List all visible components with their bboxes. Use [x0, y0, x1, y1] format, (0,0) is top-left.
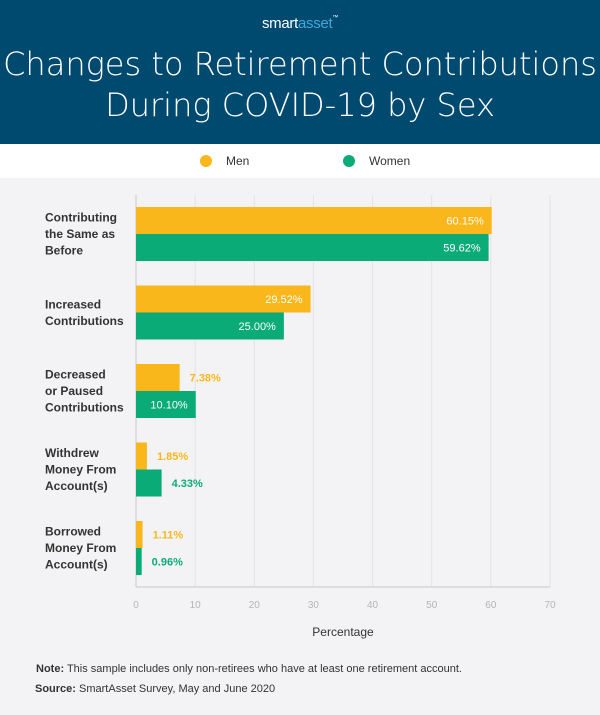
bar-women — [136, 548, 142, 575]
data-label-men: 7.38% — [190, 373, 221, 385]
data-label-men: 29.52% — [265, 294, 303, 306]
data-label-men: 60.15% — [446, 216, 484, 228]
logo-trademark: ™ — [332, 15, 339, 21]
legend-item-men: Men — [200, 154, 249, 168]
source-label: Source: — [35, 683, 76, 695]
category-label: Account(s) — [45, 558, 108, 572]
category-label: Account(s) — [45, 479, 108, 493]
bar-women — [136, 469, 162, 497]
data-label-women: 25.00% — [239, 321, 277, 333]
bar-men — [136, 207, 492, 234]
legend-dot-women-icon — [343, 155, 355, 167]
chart-title-line-1: Changes to Retirement Contributions — [3, 45, 597, 83]
data-label-women: 4.33% — [172, 478, 203, 490]
legend-dot-men-icon — [200, 155, 212, 167]
note-label: Note: — [36, 663, 65, 675]
legend-label-women: Women — [369, 154, 411, 168]
x-tick-label: 50 — [426, 600, 438, 611]
x-tick-label: 30 — [308, 600, 320, 611]
legend-item-women: Women — [343, 154, 410, 168]
bar-women — [136, 391, 196, 418]
legend-label-men: Men — [226, 154, 250, 168]
bar-men — [136, 285, 311, 313]
category-label: Contributing — [45, 211, 117, 225]
category-label: Contributions — [45, 314, 124, 328]
category-label: Money From — [45, 541, 116, 555]
note-text: This sample includes only non-retirees w… — [64, 663, 462, 675]
x-tick-label: 10 — [190, 600, 202, 611]
data-label-women: 0.96% — [152, 557, 183, 569]
category-label: Money From — [45, 463, 116, 477]
x-tick-label: 20 — [249, 600, 261, 611]
chart-title-line-2: During COVID-19 by Sex — [105, 86, 495, 124]
bar-women — [136, 234, 489, 261]
chart-title: Changes to Retirement Contributions Duri… — [0, 44, 600, 126]
bar-men — [136, 521, 143, 548]
category-label: Withdrew — [45, 446, 100, 460]
legend: Men Women — [0, 144, 600, 178]
logo-text-smart: smart — [261, 15, 298, 32]
header-banner: smartasset™ Changes to Retirement Contri… — [0, 0, 600, 144]
footnote-note: Note: This sample includes only non-reti… — [36, 663, 462, 675]
data-label-men: 1.11% — [153, 530, 184, 542]
category-label: the Same as — [45, 227, 115, 241]
logo-text-asset: asset — [297, 15, 333, 32]
category-label: Contributions — [45, 401, 124, 415]
source-text: SmartAsset Survey, May and June 2020 — [75, 683, 276, 695]
footnote-source: Source: SmartAsset Survey, May and June … — [35, 683, 275, 695]
x-tick-label: 0 — [133, 600, 139, 611]
bar-men — [136, 364, 180, 391]
category-label: or Paused — [45, 384, 103, 398]
category-label: Borrowed — [45, 525, 101, 539]
category-label: Increased — [45, 297, 101, 311]
x-tick-label: 70 — [544, 600, 556, 611]
data-label-women: 10.10% — [150, 400, 188, 412]
bar-men — [136, 442, 147, 470]
x-tick-label: 60 — [485, 600, 497, 611]
category-label: Decreased — [45, 368, 106, 382]
x-axis-title: Percentage — [312, 625, 374, 639]
bar-women — [136, 312, 284, 340]
data-label-women: 59.62% — [443, 243, 481, 255]
data-label-men: 1.85% — [157, 451, 188, 463]
x-tick-label: 40 — [367, 600, 379, 611]
category-label: Before — [45, 244, 83, 258]
smartasset-logo: smartasset™ — [0, 15, 600, 32]
